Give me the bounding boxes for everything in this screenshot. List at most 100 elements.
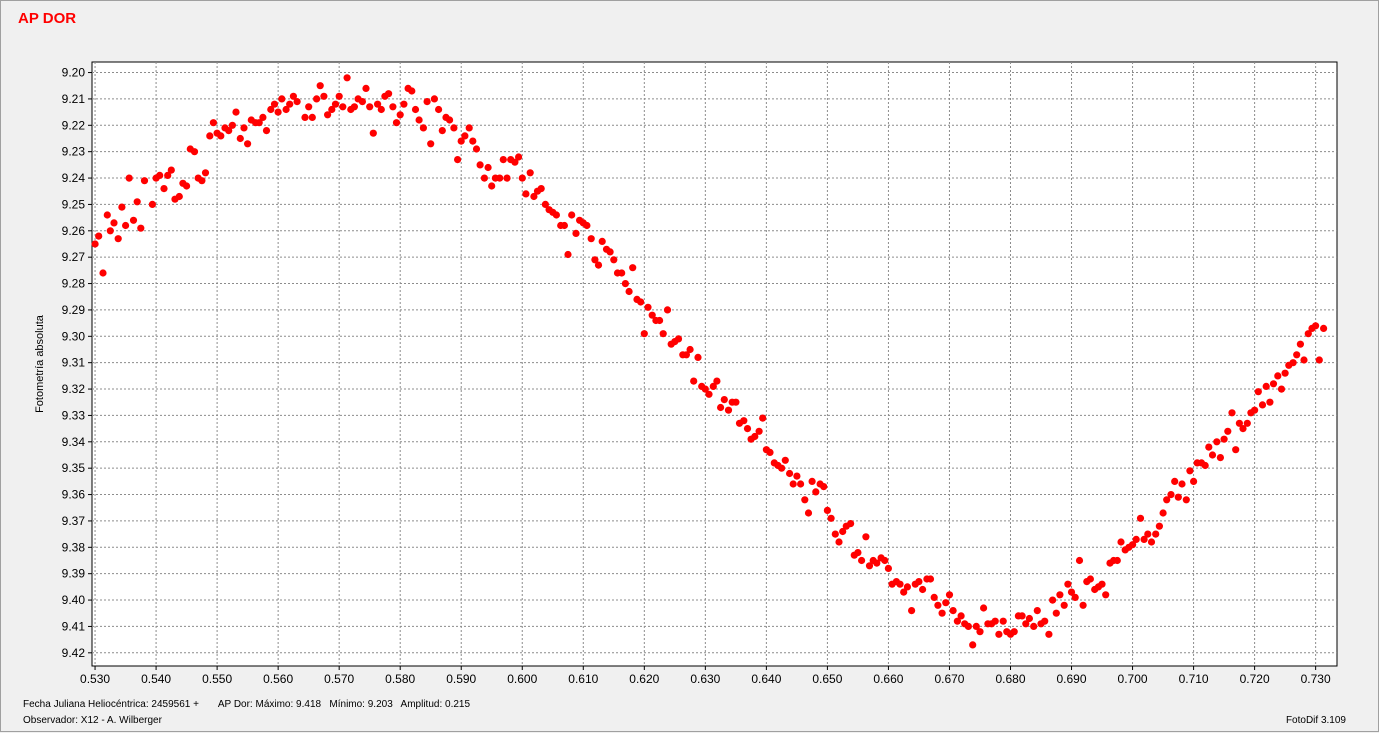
data-point (625, 287, 633, 296)
x-axis: 0.530 0.540 0.550 0.560 0.570 0.580 0.590 0.600… (80, 666, 1331, 686)
data-point (823, 506, 832, 514)
data-point (133, 198, 141, 206)
data-point (682, 351, 691, 359)
footer-observer: Observador: X12 - A. Wilberger (23, 715, 162, 726)
data-point (343, 74, 351, 82)
data-point (674, 335, 683, 343)
data-point (865, 562, 874, 570)
data-point (591, 256, 599, 264)
data-point (964, 622, 973, 631)
y-tick-label: 9.41 (62, 619, 86, 633)
data-point (1182, 496, 1190, 504)
data-point (537, 185, 545, 193)
data-point (1296, 340, 1304, 348)
data-point (240, 124, 248, 132)
data-point (1315, 356, 1323, 364)
data-point (690, 377, 698, 385)
data-point (499, 156, 507, 164)
data-point (873, 559, 881, 567)
data-point (938, 609, 946, 617)
data-point (991, 617, 999, 625)
data-point (1254, 388, 1262, 396)
data-point (259, 113, 267, 121)
data-point (282, 105, 290, 114)
data-point (122, 221, 130, 230)
data-point (262, 127, 271, 135)
data-point (1239, 425, 1247, 433)
data-point (1155, 522, 1163, 530)
data-point (274, 108, 282, 116)
y-tick-label: 9.36 (62, 488, 86, 502)
data-point (755, 427, 763, 435)
y-tick-label: 9.35 (62, 461, 86, 475)
data-point (148, 200, 156, 208)
data-point (308, 113, 316, 121)
data-point (568, 211, 576, 219)
y-tick-label: 9.29 (62, 303, 86, 317)
data-point (129, 216, 138, 224)
data-point (598, 237, 606, 245)
data-point (415, 116, 423, 124)
data-point (156, 171, 164, 179)
data-point (1251, 406, 1259, 414)
x-tick-label: 0.570 (324, 672, 354, 686)
data-point (606, 248, 614, 256)
data-point (278, 95, 286, 103)
data-point (1304, 330, 1312, 338)
data-point (438, 127, 446, 135)
data-point (1178, 480, 1186, 488)
data-point (847, 520, 855, 528)
data-point (190, 148, 199, 156)
data-point (1293, 351, 1301, 359)
data-point (793, 472, 801, 480)
data-point (804, 509, 813, 517)
data-point (644, 303, 652, 311)
data-point (522, 190, 530, 198)
data-point (95, 232, 103, 240)
footer-hjd: Fecha Juliana Heliocéntrica: 2459561 + A… (23, 699, 470, 710)
data-point (484, 163, 492, 172)
y-tick-label: 9.30 (62, 329, 86, 343)
data-point (289, 92, 297, 100)
y-tick-label: 9.26 (62, 224, 86, 238)
data-point (648, 311, 656, 319)
data-point (530, 192, 538, 201)
data-point (377, 105, 385, 114)
data-point (362, 84, 370, 92)
data-point (331, 100, 340, 108)
data-point (472, 145, 481, 153)
data-point (1159, 509, 1167, 517)
y-tick-label: 9.33 (62, 408, 86, 422)
data-point (827, 514, 835, 522)
data-point (236, 134, 244, 143)
data-point (1102, 591, 1110, 599)
data-point (1213, 438, 1221, 446)
data-point (320, 92, 328, 100)
data-point (369, 129, 377, 137)
data-point (1289, 359, 1297, 367)
x-tick-label: 0.730 (1301, 672, 1331, 686)
data-point (732, 398, 740, 406)
data-point (686, 345, 694, 354)
data-point (488, 182, 496, 190)
data-point (915, 578, 923, 586)
data-point (831, 530, 839, 538)
data-point (618, 269, 626, 277)
y-axis: 9.20 9.21 9.22 9.23 9.24 9.25 9.26 9.27 9.28 9.29… (62, 66, 92, 660)
data-point (160, 185, 168, 193)
data-point (969, 641, 977, 649)
data-point (339, 103, 347, 111)
data-point (797, 480, 805, 488)
data-point (476, 161, 484, 169)
data-point (659, 330, 667, 338)
data-point (114, 235, 122, 243)
data-point (766, 448, 774, 456)
data-point (926, 575, 935, 583)
data-point (1281, 369, 1289, 377)
data-point (110, 219, 118, 227)
data-point (945, 591, 954, 599)
y-tick-label: 9.22 (62, 118, 86, 132)
hjd-label: Fecha Juliana Heliocéntrica: (23, 699, 149, 710)
data-point (1033, 607, 1041, 615)
